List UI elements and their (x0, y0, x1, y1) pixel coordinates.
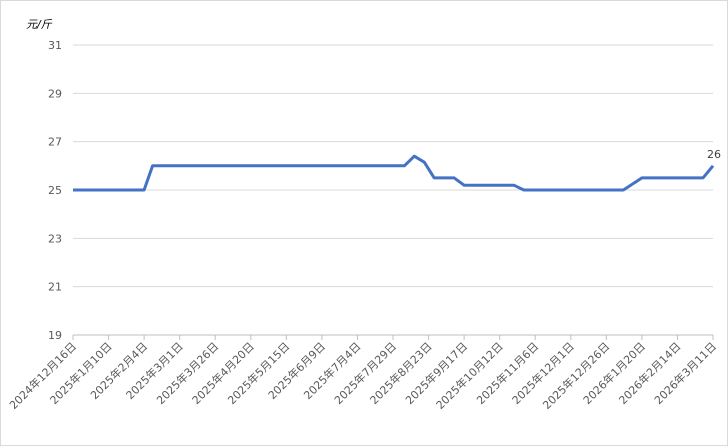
y-tick-label: 19 (48, 329, 62, 342)
y-axis-unit-label: 元/斤 (26, 18, 53, 31)
data-label: 26 (707, 148, 721, 161)
y-tick-label: 31 (48, 39, 62, 52)
y-tick-label: 23 (48, 232, 62, 245)
y-tick-label: 29 (48, 87, 62, 100)
y-tick-label: 21 (48, 281, 62, 294)
y-tick-label: 27 (48, 136, 62, 149)
price-line (73, 154, 715, 192)
y-tick-label: 25 (48, 184, 62, 197)
